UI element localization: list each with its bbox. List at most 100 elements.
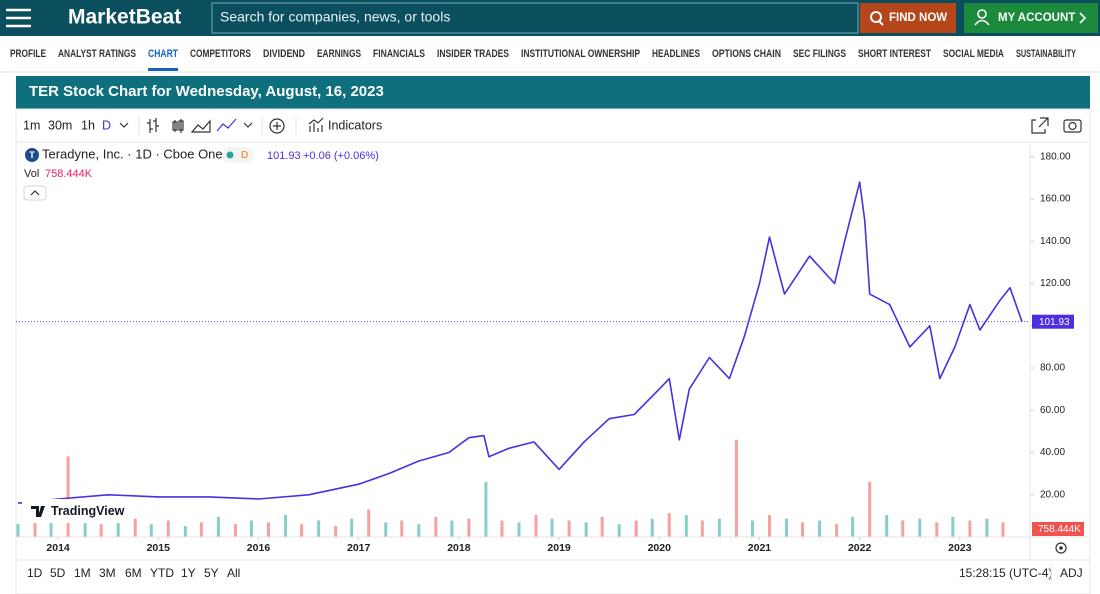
volume-bar	[600, 516, 604, 537]
interval-button[interactable]: 30m	[48, 118, 72, 132]
volume-bar	[450, 520, 454, 537]
nav-item[interactable]: DIVIDEND	[263, 48, 305, 60]
settings-icon[interactable]	[1055, 542, 1067, 554]
symbol-name: Teradyne, Inc. · 1D · Cboe One	[42, 146, 223, 161]
range-button[interactable]: 6M	[125, 566, 142, 580]
volume-bar	[517, 522, 521, 537]
volume-bar	[33, 520, 37, 537]
indicators-button[interactable]: Indicators	[328, 118, 382, 132]
volume-bar	[667, 513, 671, 537]
volume-bar	[684, 515, 688, 537]
volume-bar	[400, 520, 404, 537]
last-price-label: 101.93	[1039, 317, 1070, 328]
volume-bar	[99, 524, 103, 537]
nav-item[interactable]: SEC FILINGS	[793, 48, 846, 60]
volume-value: 758.444K	[45, 168, 93, 180]
volume-bar	[467, 518, 471, 537]
last-price-tag	[1032, 314, 1074, 329]
search-icon	[878, 20, 884, 26]
nav-item[interactable]: FINANCIALS	[373, 48, 425, 60]
volume-bar	[417, 524, 421, 537]
nav-active-underline	[148, 68, 178, 71]
nav-item[interactable]: SUSTAINABILITY	[1016, 48, 1076, 60]
volume-bar	[83, 520, 87, 537]
toolbar: Indicators 1m 30m 1h D	[23, 117, 1082, 135]
x-tick-label: 2021	[748, 542, 772, 554]
volume-bar	[266, 522, 270, 537]
nav-item[interactable]: PROFILE	[10, 48, 46, 60]
y-tick-label: 40.00	[1040, 447, 1065, 458]
volume-bar	[951, 516, 955, 537]
account-button[interactable]	[964, 3, 1098, 33]
volume-bar	[584, 522, 588, 537]
symbol-logo-letter: T	[29, 150, 35, 160]
nav-item[interactable]: COMPETITORS	[190, 48, 251, 60]
volume-bar	[484, 482, 488, 537]
volume-bar	[851, 516, 855, 537]
nav-item[interactable]: SOCIAL MEDIA	[943, 48, 1004, 60]
search-placeholder: Search for companies, news, or tools	[220, 9, 450, 25]
volume-tag-label: 758.444K	[1038, 524, 1081, 535]
nav-item[interactable]: SHORT INTEREST	[858, 48, 931, 60]
volume-bar	[734, 439, 738, 537]
range-button[interactable]: 3M	[99, 566, 116, 580]
volume-bar	[367, 509, 371, 537]
range-button[interactable]: All	[227, 566, 240, 580]
y-tick-label: 120.00	[1040, 278, 1071, 289]
range-button[interactable]: 5Y	[204, 566, 219, 580]
range-button[interactable]: YTD	[150, 566, 174, 580]
volume-bar	[650, 518, 654, 537]
x-tick-label: 2023	[948, 542, 972, 554]
nav-item[interactable]: EARNINGS	[317, 48, 361, 60]
collapse-icon	[30, 190, 40, 196]
x-tick-label: 2022	[848, 542, 872, 554]
x-tick-label: 2017	[347, 542, 371, 554]
toolbar-icons[interactable]	[119, 117, 1082, 134]
nav-item[interactable]: OPTIONS CHAIN	[712, 48, 781, 60]
interval-button[interactable]: 1m	[23, 118, 40, 132]
x-tick-label: 2015	[147, 542, 171, 554]
volume-bar	[885, 515, 889, 537]
volume-bar	[166, 520, 170, 537]
collapse-button[interactable]	[23, 185, 47, 201]
y-tick-label: 80.00	[1040, 363, 1065, 374]
volume-bar	[500, 520, 504, 537]
interval-button[interactable]: 1h	[81, 118, 95, 132]
watermark: TradingView	[51, 504, 125, 518]
legend-price: 101.93	[267, 150, 301, 162]
nav-item[interactable]: HEADLINES	[652, 48, 700, 60]
range-button[interactable]: 1Y	[181, 566, 196, 580]
volume-bar	[284, 515, 288, 537]
watermark-box	[22, 499, 128, 523]
price-line	[17, 181, 1023, 504]
volume-bar	[350, 518, 354, 537]
volume-bar	[199, 522, 203, 537]
volume-bar	[868, 482, 872, 537]
account-icon	[977, 9, 987, 19]
range-button[interactable]: 1M	[74, 566, 91, 580]
volume-bar	[767, 515, 771, 537]
volume-bar	[16, 524, 20, 537]
volume-bar	[785, 518, 789, 537]
logo[interactable]: MarketBeat	[68, 6, 181, 29]
nav-item[interactable]: CHART	[148, 48, 178, 60]
nav-item[interactable]: ANALYST RATINGS	[58, 48, 136, 60]
volume-bar	[133, 518, 137, 537]
nav-bar: PROFILE ANALYST RATINGS CHART COMPETITORS DI…	[10, 48, 1076, 71]
volume-bar	[918, 518, 922, 537]
search-box[interactable]	[211, 2, 859, 34]
volume-bar	[116, 522, 120, 537]
range-button[interactable]: 5D	[50, 566, 66, 580]
find-button-label: FIND NOW	[889, 12, 947, 24]
volume-bar	[818, 520, 822, 537]
interval-button[interactable]: D	[102, 118, 111, 132]
adj-toggle[interactable]: ADJ	[1060, 566, 1083, 580]
nav-item[interactable]: INSTITUTIONAL OWNERSHIP	[521, 48, 640, 60]
menu-icon[interactable]	[6, 8, 31, 28]
y-tick-label: 160.00	[1040, 194, 1071, 205]
find-button[interactable]	[860, 3, 956, 33]
x-tick-label: 2014	[46, 542, 70, 554]
range-bar: 1D 5D 1M 3M 6M YTD 1Y 5Y All	[27, 566, 240, 580]
range-button[interactable]: 1D	[27, 566, 43, 580]
nav-item[interactable]: INSIDER TRADES	[437, 48, 509, 60]
